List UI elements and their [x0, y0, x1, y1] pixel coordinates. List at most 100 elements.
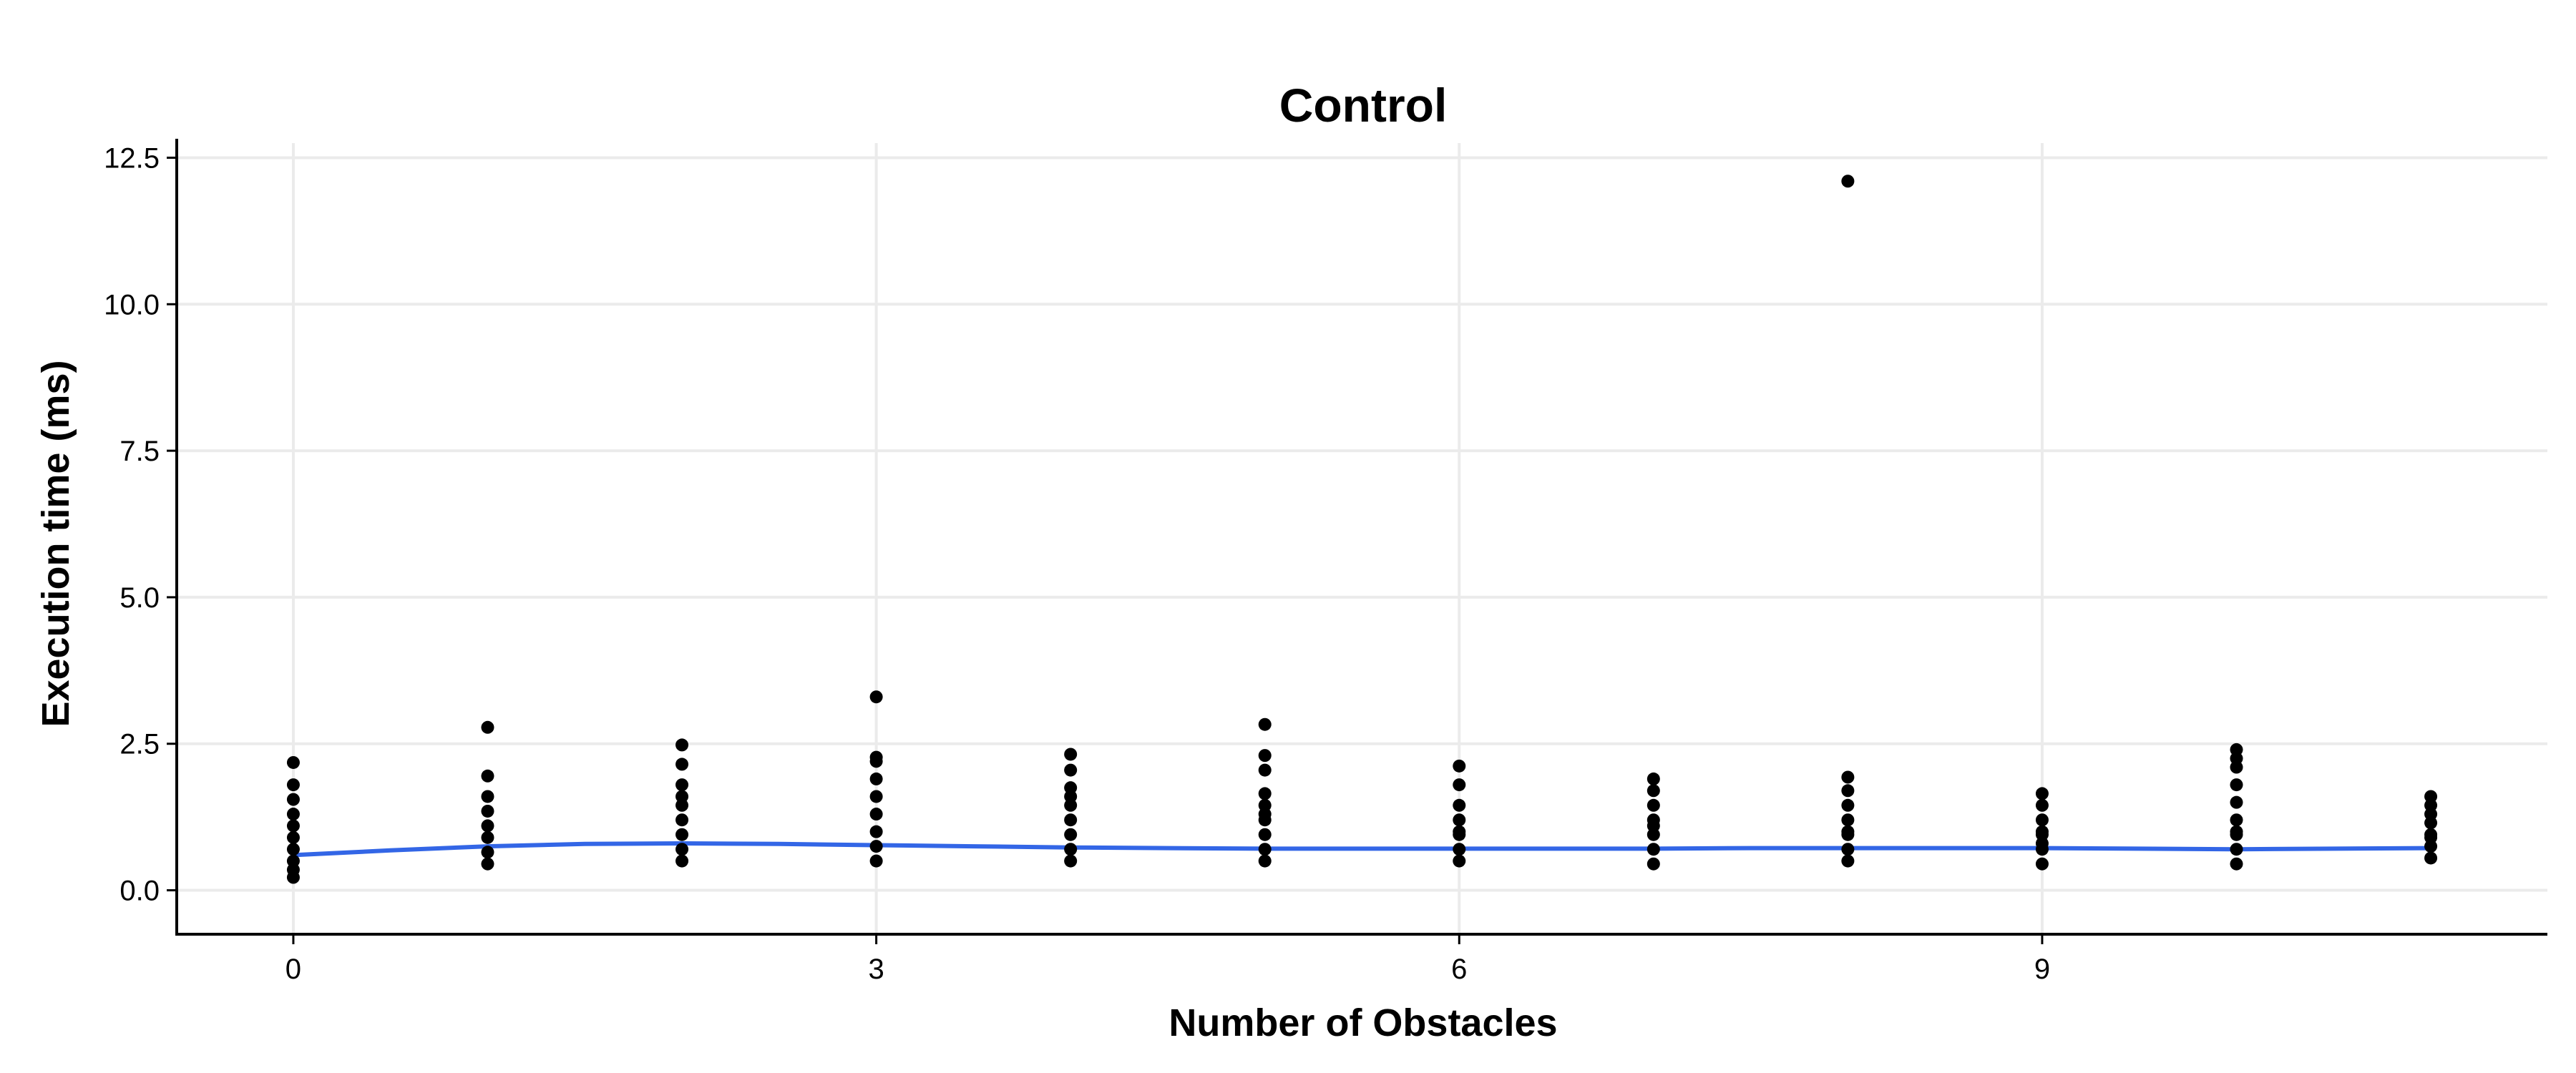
y-tick-label: 2.5: [119, 729, 160, 760]
chart-title: Control: [1279, 79, 1448, 132]
data-point: [2230, 743, 2243, 756]
data-point: [2230, 825, 2243, 838]
data-point: [481, 720, 494, 734]
data-point: [1841, 843, 1855, 856]
data-point: [1646, 857, 1660, 871]
data-point: [286, 819, 300, 833]
data-point: [1258, 808, 1272, 821]
data-point: [2035, 837, 2049, 851]
data-point: [675, 828, 689, 841]
axes: [175, 139, 2547, 936]
data-point: [1453, 813, 1466, 827]
data-point: [481, 769, 494, 783]
data-point: [1258, 843, 1272, 856]
data-point: [286, 831, 300, 844]
data-point: [1453, 798, 1466, 812]
data-point: [2424, 790, 2438, 803]
data-point: [286, 755, 300, 769]
data-point: [2035, 798, 2049, 812]
data-point: [1841, 813, 1855, 827]
data-point: [1453, 759, 1466, 773]
data-point: [869, 840, 883, 853]
data-point: [675, 758, 689, 771]
data-point: [286, 808, 300, 821]
grid-lines: [177, 143, 2547, 934]
data-point: [869, 772, 883, 785]
data-point: [2035, 857, 2049, 871]
data-point: [1841, 825, 1855, 838]
data-point: [1646, 843, 1660, 856]
data-point: [1064, 763, 1078, 777]
data-point: [1258, 749, 1272, 763]
data-point: [481, 804, 494, 818]
x-tick-label: 9: [2034, 954, 2050, 985]
data-point: [869, 808, 883, 821]
data-point: [1064, 790, 1078, 803]
data-point: [1841, 770, 1855, 784]
data-point: [1064, 813, 1078, 827]
data-point: [869, 854, 883, 868]
data-point: [286, 778, 300, 792]
data-point: [2035, 787, 2049, 800]
data-point: [2230, 813, 2243, 827]
data-point: [1064, 854, 1078, 868]
data-point: [2230, 843, 2243, 856]
data-point: [675, 813, 689, 827]
data-point: [1064, 748, 1078, 761]
y-tick-label: 7.5: [119, 436, 160, 467]
y-axis-ticks: 0.0 2.5 5.0 7.5 10.0 12.5: [104, 142, 177, 907]
x-axis-title: Number of Obstacles: [1169, 1001, 1557, 1044]
data-point: [1841, 784, 1855, 798]
data-point: [286, 843, 300, 856]
x-tick-label: 6: [1451, 954, 1467, 985]
data-point: [481, 846, 494, 859]
data-point: [1258, 763, 1272, 777]
data-point: [286, 854, 300, 868]
x-tick-label: 3: [868, 954, 884, 985]
data-point: [1646, 819, 1660, 833]
data-point: [675, 843, 689, 856]
data-point: [2035, 825, 2049, 838]
data-point: [481, 790, 494, 803]
data-point: [1841, 175, 1855, 188]
data-point: [2230, 795, 2243, 809]
data-point: [869, 790, 883, 803]
data-point: [1258, 717, 1272, 731]
y-tick-label: 0.0: [119, 876, 160, 907]
data-point: [1258, 828, 1272, 841]
smooth-trend-line: [291, 841, 2434, 858]
data-point: [481, 831, 494, 844]
data-point: [1258, 854, 1272, 868]
data-point: [1646, 784, 1660, 798]
data-point: [2424, 831, 2438, 844]
data-point: [2230, 857, 2243, 871]
data-point: [1453, 778, 1466, 792]
x-tick-label: 0: [286, 954, 301, 985]
y-tick-label: 10.0: [104, 289, 160, 320]
data-point: [675, 790, 689, 803]
data-point: [675, 778, 689, 792]
data-point: [1453, 854, 1466, 868]
data-point: [675, 738, 689, 752]
data-point: [1064, 828, 1078, 841]
data-point: [869, 825, 883, 838]
data-point: [2230, 778, 2243, 792]
data-point: [1646, 798, 1660, 812]
data-point: [869, 750, 883, 764]
data-point: [2035, 813, 2049, 827]
data-point: [1646, 772, 1660, 785]
data-point: [1453, 825, 1466, 838]
data-points: [286, 175, 2438, 884]
data-point: [481, 819, 494, 833]
data-point: [286, 793, 300, 806]
data-point: [1064, 843, 1078, 856]
y-tick-label: 12.5: [104, 142, 160, 174]
smooth-line-layer: [291, 841, 2434, 858]
data-point: [2424, 851, 2438, 865]
data-point: [1258, 787, 1272, 800]
y-axis-title: Execution time (ms): [34, 360, 77, 727]
data-point: [869, 690, 883, 704]
y-tick-label: 5.0: [119, 582, 160, 614]
data-point: [481, 857, 494, 871]
